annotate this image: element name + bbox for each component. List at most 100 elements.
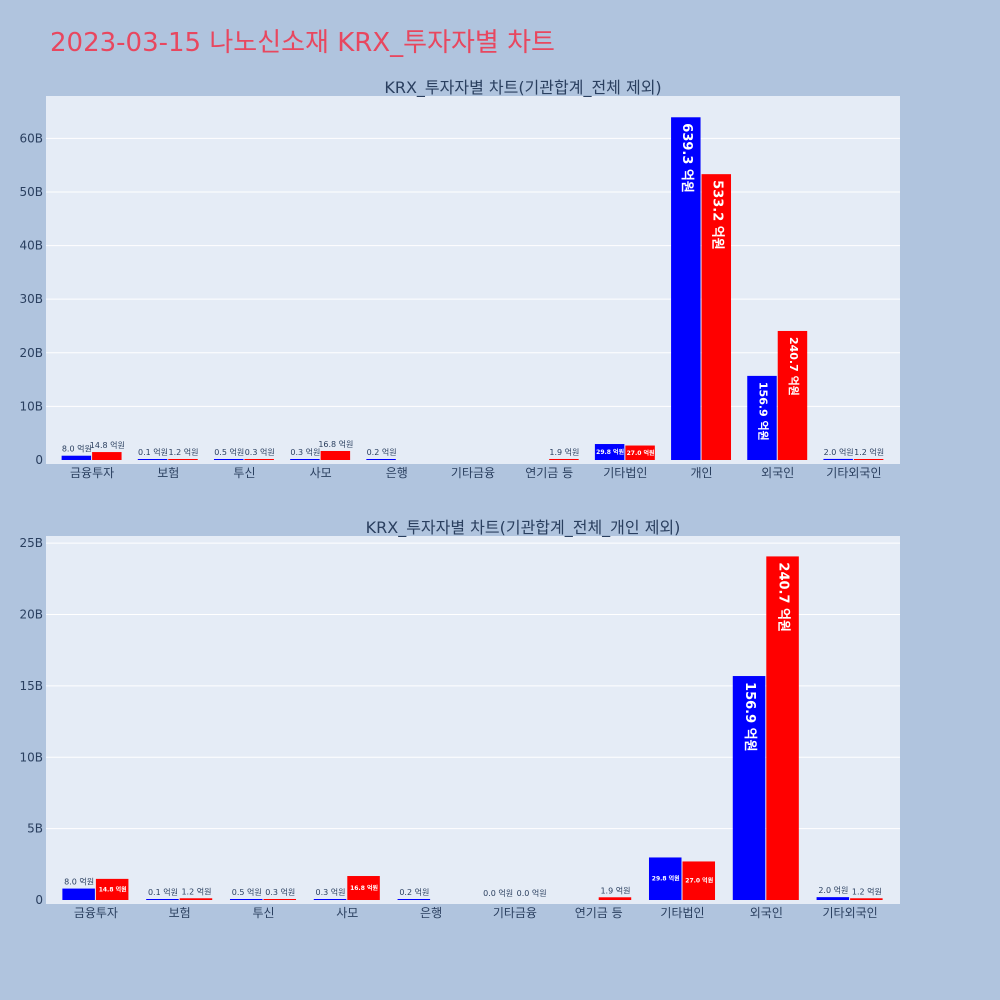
bar-data-label: 27.0 억원 bbox=[627, 449, 655, 457]
x-tick-label: 보험 bbox=[157, 466, 179, 480]
x-tick-label: 기타외국인 bbox=[826, 466, 881, 480]
bar-data-label: 16.8 억원 bbox=[350, 884, 378, 892]
x-tick-label: 투신 bbox=[252, 906, 274, 920]
x-tick-label: 기타금융 bbox=[493, 906, 537, 920]
bar-data-label: 0.5 억원 bbox=[232, 887, 262, 897]
bar-data-label: 29.8 억원 bbox=[596, 448, 624, 456]
bar-data-label: 1.9 억원 bbox=[549, 447, 579, 457]
bar-data-label: 0.3 억원 bbox=[245, 447, 275, 457]
y-tick-label: 20B bbox=[19, 346, 43, 360]
x-tick-label: 기타법인 bbox=[660, 906, 704, 920]
page-title: 2023-03-15 나노신소재 KRX_투자자별 차트 bbox=[50, 28, 555, 58]
bar-data-label: 639.3 억원 bbox=[679, 123, 694, 193]
x-tick-label: 금융투자 bbox=[70, 466, 114, 480]
bar bbox=[648, 857, 682, 900]
bar bbox=[95, 878, 129, 900]
x-tick-label: 기타법인 bbox=[603, 466, 647, 480]
bar bbox=[263, 899, 297, 900]
bar-data-label: 1.2 억원 bbox=[169, 447, 199, 457]
bar bbox=[229, 899, 263, 900]
x-tick-label: 은행 bbox=[420, 905, 442, 920]
bar bbox=[290, 459, 320, 460]
bar bbox=[701, 174, 732, 460]
bar bbox=[397, 899, 431, 900]
bar-data-label: 0.0 억원 bbox=[483, 888, 513, 898]
x-tick-label: 보험 bbox=[169, 906, 191, 920]
bar-data-label: 0.2 억원 bbox=[367, 447, 397, 457]
y-tick-label: 10B bbox=[19, 750, 43, 764]
bar bbox=[347, 876, 380, 900]
bar bbox=[671, 117, 701, 460]
bar bbox=[313, 899, 347, 900]
chart-bottom: 0 5B 10B 15B 20B 25B KRX_투자자별 차트(기관합계_전체_개인 제외… bbox=[19, 518, 900, 920]
bar-data-label: 2.0 억원 bbox=[824, 447, 854, 457]
y-tick-label: 10B bbox=[19, 399, 43, 413]
bar-data-label: 2.0 억원 bbox=[818, 885, 848, 895]
bar-data-label: 1.2 억원 bbox=[852, 886, 882, 896]
y-tick-label: 30B bbox=[19, 292, 43, 306]
bar-data-label: 156.9 억원 bbox=[756, 382, 770, 441]
bar-data-label: 0.1 억원 bbox=[148, 887, 178, 897]
bar-data-label: 0.5 억원 bbox=[214, 447, 244, 457]
x-tick-label: 외국인 bbox=[761, 466, 794, 480]
y-tick-label: 0 bbox=[35, 893, 43, 907]
bar-data-label: 27.0 억원 bbox=[685, 877, 713, 885]
x-tick-label: 투신 bbox=[233, 466, 255, 480]
bar bbox=[766, 556, 799, 900]
bar bbox=[62, 888, 95, 900]
y-tick-label: 60B bbox=[19, 131, 43, 145]
bar bbox=[732, 676, 766, 900]
bar bbox=[61, 455, 92, 460]
bar-data-label: 8.0 억원 bbox=[64, 877, 94, 887]
bar-data-label: 156.9 억원 bbox=[742, 682, 757, 752]
y-tick-label: 15B bbox=[19, 679, 43, 693]
x-tick-label: 기타외국인 bbox=[822, 906, 877, 920]
bar bbox=[823, 458, 853, 460]
x-tick-label: 기타금융 bbox=[451, 466, 495, 480]
bar-data-label: 240.7 억원 bbox=[787, 337, 801, 396]
bar-data-label: 1.2 억원 bbox=[181, 886, 211, 896]
y-tick-label: 50B bbox=[19, 185, 43, 199]
bar bbox=[179, 898, 213, 900]
bar bbox=[320, 450, 351, 460]
bar-data-label: 1.9 억원 bbox=[600, 885, 630, 895]
bar-data-label: 240.7 억원 bbox=[776, 562, 791, 632]
bar-data-label: 1.2 억원 bbox=[854, 447, 884, 457]
x-tick-label: 연기금 등 bbox=[525, 466, 573, 480]
bar-data-label: 14.8 억원 bbox=[90, 440, 125, 450]
y-tick-label: 5B bbox=[27, 822, 43, 836]
y-tick-label: 40B bbox=[19, 239, 43, 253]
bar-data-label: 16.8 억원 bbox=[318, 439, 353, 449]
y-tick-label: 20B bbox=[19, 608, 43, 622]
x-tick-label: 외국인 bbox=[750, 906, 783, 920]
bar-data-label: 0.1 억원 bbox=[138, 447, 168, 457]
bar bbox=[816, 897, 850, 900]
bar-data-label: 0.2 억원 bbox=[399, 887, 429, 897]
bar bbox=[598, 897, 632, 900]
chart-title: KRX_투자자별 차트(기관합계_전체_개인 제외) bbox=[366, 518, 681, 538]
bar-data-label: 0.3 억원 bbox=[290, 447, 320, 457]
bar bbox=[625, 445, 655, 460]
bar bbox=[747, 375, 777, 460]
bar bbox=[137, 459, 168, 460]
x-tick-label: 사모 bbox=[310, 466, 332, 480]
bar-data-label: 8.0 억원 bbox=[62, 444, 92, 454]
bar bbox=[213, 459, 244, 460]
bar bbox=[168, 459, 198, 460]
y-tick-label: 25B bbox=[19, 536, 43, 550]
bar-data-label: 14.8 억원 bbox=[99, 885, 127, 893]
chart-top: 0 10B 20B 30B 40B 50B 60B KRX_투자자별 차트(기관합계_전체 제… bbox=[19, 78, 900, 480]
bar bbox=[366, 459, 396, 460]
bar bbox=[549, 458, 579, 460]
chart-title: KRX_투자자별 차트(기관합계_전체 제외) bbox=[384, 78, 661, 98]
x-tick-label: 사모 bbox=[336, 906, 358, 920]
x-tick-label: 연기금 등 bbox=[575, 906, 623, 920]
bar bbox=[594, 444, 625, 460]
x-tick-label: 금융투자 bbox=[74, 906, 118, 920]
bar bbox=[682, 861, 716, 900]
y-tick-label: 0 bbox=[35, 453, 43, 467]
bar-data-label: 0.3 억원 bbox=[316, 887, 346, 897]
bar bbox=[850, 898, 883, 900]
bar-data-label: 0.3 억원 bbox=[265, 887, 295, 897]
bar-data-label: 0.0 억원 bbox=[517, 888, 547, 898]
